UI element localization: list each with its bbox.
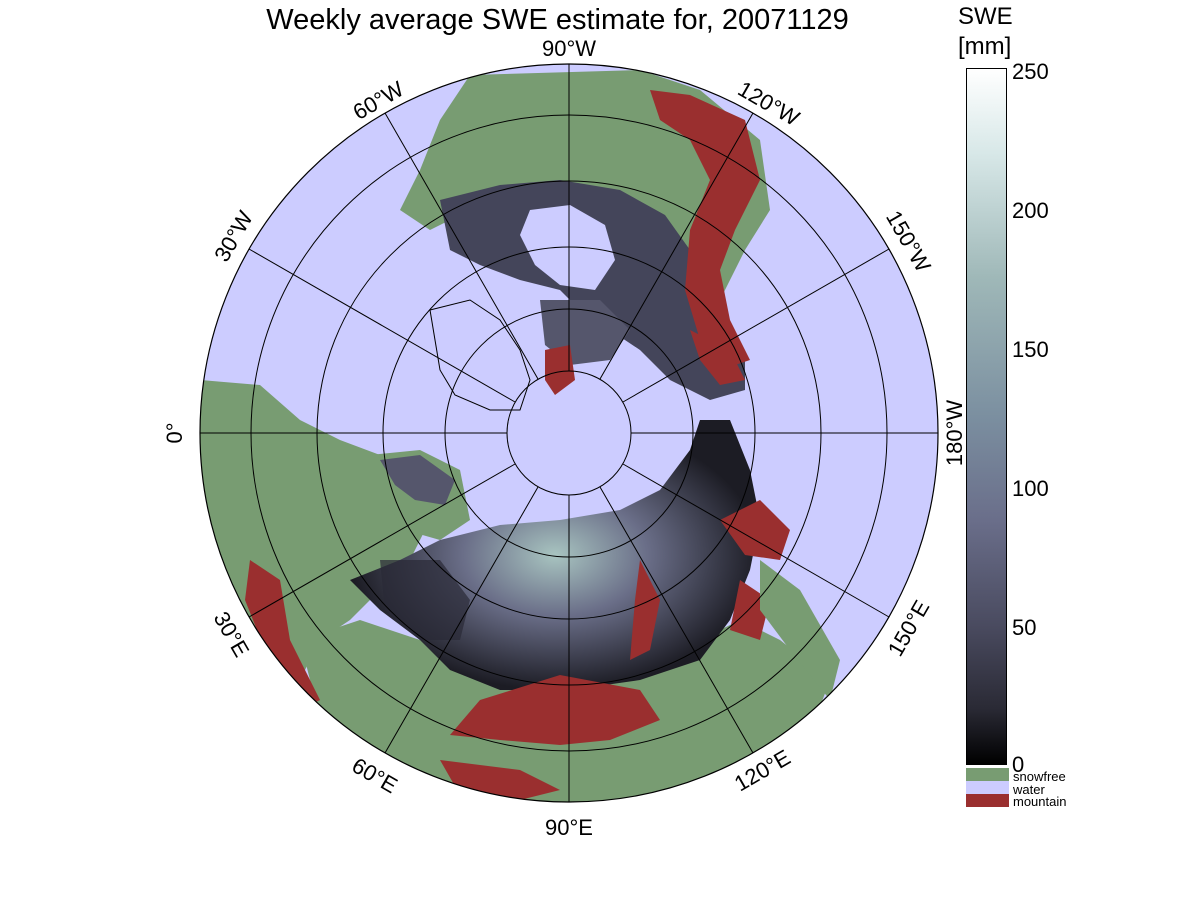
lon-label-90w: 90°W [542, 36, 596, 61]
siberia-snow-dark [380, 560, 470, 640]
north-america-snow [440, 180, 745, 400]
colorbar-label-swe: SWE [958, 3, 1013, 30]
lon-label-30e: 30°E [209, 607, 255, 661]
lon-label-90e: 90°E [545, 815, 593, 840]
scandinavia-snow [380, 455, 455, 505]
colorbar-title: SWE [mm] [958, 2, 1013, 62]
colorbar-label-unit: [mm] [958, 33, 1012, 60]
colorbar-tick-150: 150 [1012, 337, 1049, 362]
alps-mountains [245, 560, 320, 710]
colorbar-tick-0: 0 [1012, 752, 1025, 777]
lon-label-0: 0° [162, 422, 187, 443]
legend-swatch-mountain [966, 794, 1009, 807]
central-asia-mountains [450, 675, 660, 745]
legend-label-mountain: mountain [1013, 794, 1067, 809]
colorbar-tick-200: 200 [1012, 198, 1049, 223]
colorbar-tick-100: 100 [1012, 476, 1049, 501]
colorbar-tick-50: 50 [1012, 615, 1037, 640]
greenland [429, 299, 531, 411]
urals-mountains [630, 560, 660, 660]
graticule [199, 63, 939, 803]
legend-label-water: water [1013, 782, 1045, 797]
map-title: Weekly average SWE estimate for, 2007112… [266, 4, 849, 36]
colorbar [966, 68, 1007, 765]
far-east-coast [760, 560, 840, 700]
legend-swatch-snowfree [966, 768, 1009, 781]
legend-swatch-water [966, 781, 1009, 794]
alaska-range [690, 330, 745, 385]
lon-label-60e: 60°E [348, 753, 402, 799]
east-siberia-mountains [720, 500, 790, 560]
lon-label-180w: 180°W [942, 400, 967, 467]
baffin-mountains [545, 345, 575, 395]
colorbar-tick-250: 250 [1012, 59, 1049, 84]
legend-label-snowfree: snowfree [1013, 769, 1066, 784]
